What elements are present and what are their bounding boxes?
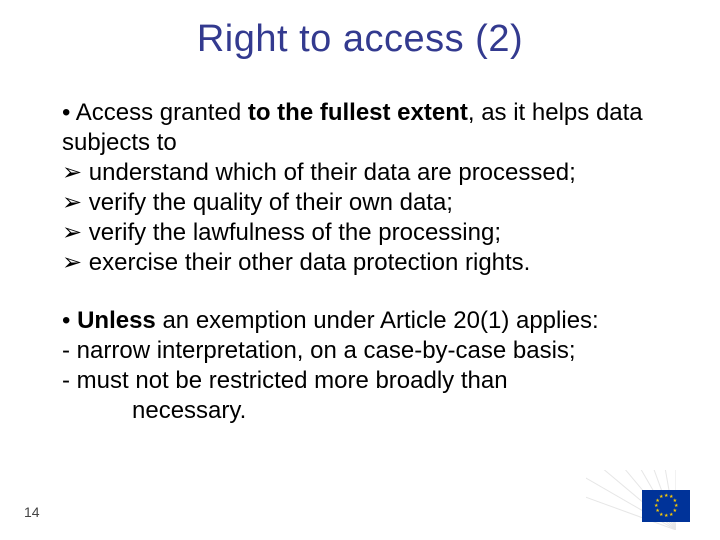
page-number: 14: [24, 504, 40, 520]
slide-title: Right to access (2): [0, 18, 720, 61]
block-1-item: ➢ verify the quality of their own data;: [62, 188, 662, 218]
block-2-item: - narrow interpretation, on a case-by-ca…: [62, 336, 662, 366]
title-text: Right to access (2): [197, 18, 523, 60]
item-text: exercise their other data protection rig…: [89, 249, 531, 276]
block-2-tail: necessary.: [62, 396, 662, 426]
arrow-glyph: ➢: [62, 249, 82, 276]
eu-flag-stars: ★★★★★★★★★★★★: [642, 490, 690, 522]
arrow-glyph: ➢: [62, 159, 82, 186]
bullet-glyph: •: [62, 99, 70, 126]
item-text: narrow interpretation, on a case-by-case…: [77, 337, 576, 364]
block-2: • Unless an exemption under Article 20(1…: [62, 306, 662, 426]
item-text: verify the lawfulness of the processing;: [89, 219, 501, 246]
lead-bold: to the fullest extent: [248, 99, 468, 126]
block-1: • Access granted to the fullest extent, …: [62, 98, 662, 278]
item-text: verify the quality of their own data;: [89, 189, 453, 216]
lead-pre: Access granted: [76, 99, 248, 126]
block-2-item: - must not be restricted more broadly th…: [62, 366, 662, 396]
block-2-lead: • Unless an exemption under Article 20(1…: [62, 306, 662, 336]
block-1-lead: • Access granted to the fullest extent, …: [62, 98, 662, 158]
lead-bold: Unless: [77, 307, 156, 334]
bullet-glyph: •: [62, 307, 70, 334]
item-text: must not be restricted more broadly than: [77, 367, 508, 394]
dash-glyph: -: [62, 337, 70, 364]
block-1-item: ➢ exercise their other data protection r…: [62, 248, 662, 278]
item-text: understand which of their data are proce…: [89, 159, 576, 186]
arrow-glyph: ➢: [62, 219, 82, 246]
slide-body: • Access granted to the fullest extent, …: [62, 98, 662, 426]
dash-glyph: -: [62, 367, 70, 394]
arrow-glyph: ➢: [62, 189, 82, 216]
slide: Right to access (2) • Access granted to …: [0, 0, 720, 540]
eu-flag-bg: ★★★★★★★★★★★★: [642, 490, 690, 522]
block-1-item: ➢ understand which of their data are pro…: [62, 158, 662, 188]
eu-flag-icon: ★★★★★★★★★★★★: [642, 490, 690, 522]
lead-post: an exemption under Article 20(1) applies…: [156, 307, 599, 334]
tail-text: necessary.: [132, 397, 246, 424]
block-1-item: ➢ verify the lawfulness of the processin…: [62, 218, 662, 248]
